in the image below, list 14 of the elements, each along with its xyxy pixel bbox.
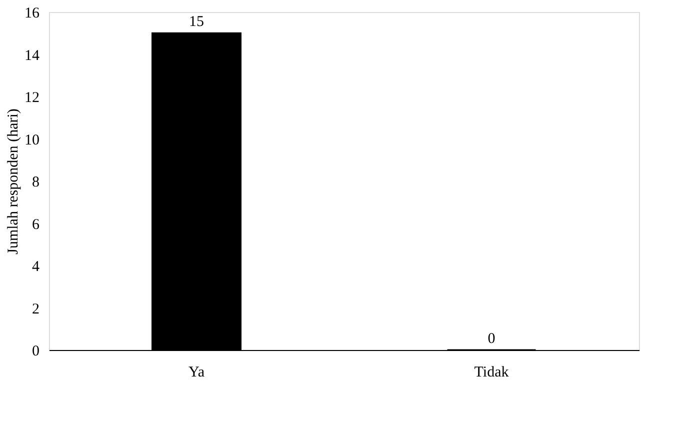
y-tick-label: 4	[32, 259, 40, 275]
y-tick-label: 2	[32, 301, 40, 318]
x-tick-label: Ya	[188, 364, 205, 380]
y-tick-label: 10	[24, 132, 40, 148]
y-tick-label: 12	[24, 90, 40, 106]
y-tick-label: 8	[32, 174, 40, 190]
y-tick-label: 6	[32, 216, 40, 233]
y-tick-label: 0	[32, 344, 40, 360]
data-label: 15	[189, 14, 204, 30]
x-tick-label: Tidak	[474, 364, 510, 380]
y-axis-title: Jumlah responden (hari)	[6, 108, 22, 254]
y-tick-label: 14	[24, 48, 40, 64]
y-tick-label: 16	[24, 6, 40, 22]
data-label: 0	[488, 331, 496, 347]
